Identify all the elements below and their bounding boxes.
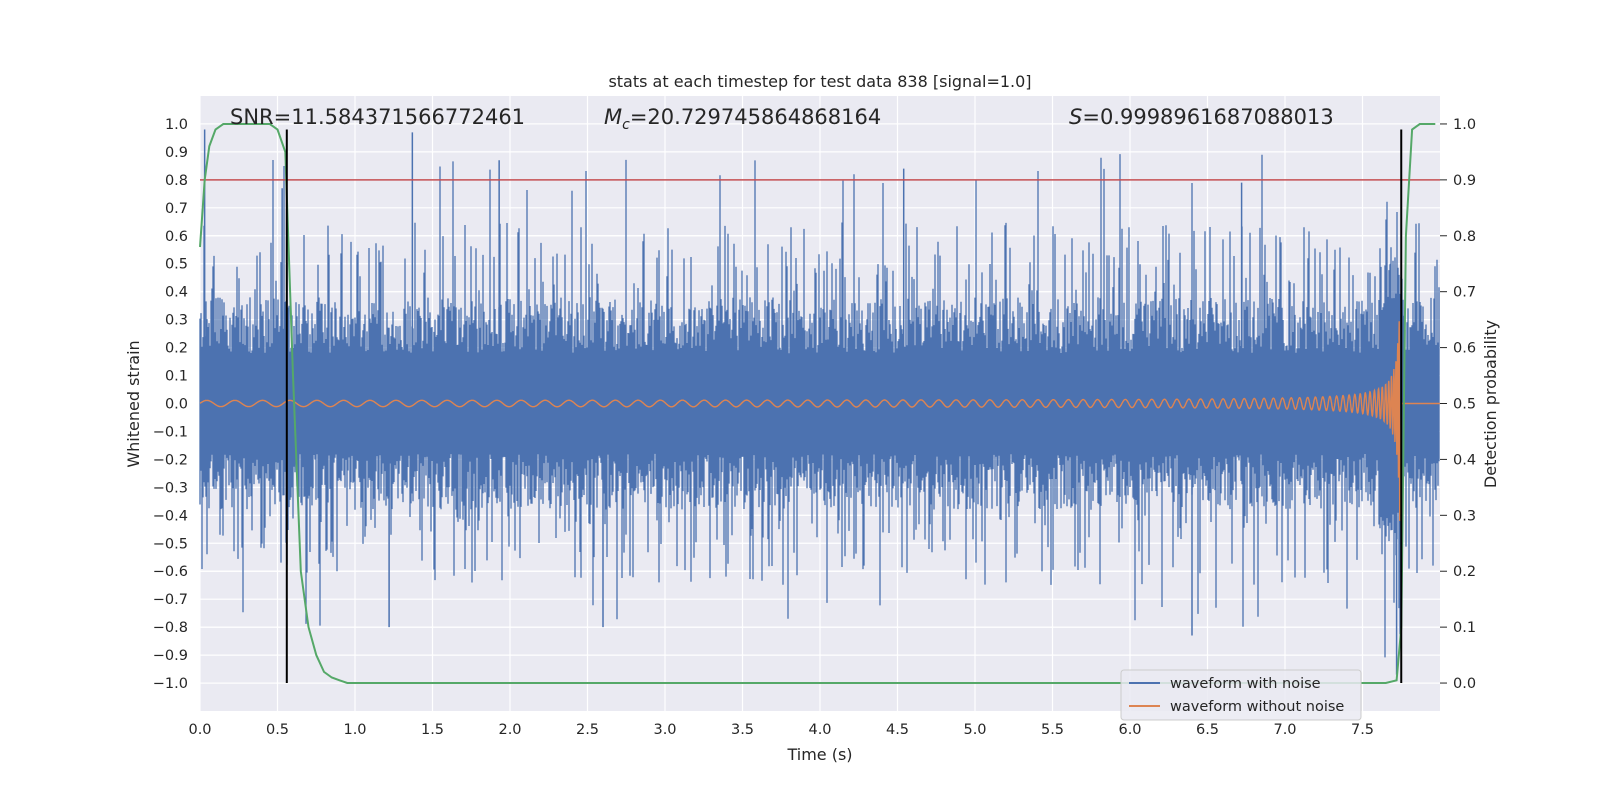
mc-value: =20.729745864868164 <box>630 105 881 129</box>
legend-box <box>1120 669 1362 721</box>
y-tick-label: 0.0 <box>165 397 188 413</box>
y2-tick-label: 0.2 <box>1453 564 1476 580</box>
y-tick-label: −0.6 <box>153 564 188 580</box>
detection-probability-series <box>199 123 1436 684</box>
y-tick-label: 0.1 <box>165 369 188 385</box>
y2-tick-label: 0.0 <box>1453 676 1476 692</box>
plot-area <box>199 123 1440 684</box>
y-tick-label: −0.1 <box>153 424 188 440</box>
y-tick-label: −0.9 <box>153 648 188 664</box>
y2-tick-label: 0.8 <box>1453 229 1476 245</box>
y2-tick-label: 0.4 <box>1453 452 1476 468</box>
x-tick-label: 4.5 <box>886 722 909 738</box>
x-tick-label: 2.5 <box>576 722 599 738</box>
y2-axis-label: Detection probability <box>1481 320 1500 488</box>
x-tick-label: 6.0 <box>1118 722 1141 738</box>
x-tick-label: 2.0 <box>498 722 521 738</box>
y2-tick-label: 0.7 <box>1453 285 1476 301</box>
y2-tick-label: 0.5 <box>1453 397 1476 413</box>
x-tick-label: 5.0 <box>963 722 986 738</box>
y-tick-label: 0.7 <box>165 201 188 217</box>
y-tick-label: −0.3 <box>153 480 188 496</box>
legend-label-noise: waveform with noise <box>1170 676 1321 692</box>
y-axis-label: Whitened strain <box>124 340 143 467</box>
y-tick-label: 0.6 <box>165 229 188 245</box>
snr-annotation: SNR=11.584371566772461 <box>230 105 525 129</box>
x-axis-label: Time (s) <box>786 745 852 764</box>
score-annotation: S=0.9998961687088013 <box>1069 105 1334 129</box>
legend-label-clean: waveform without noise <box>1170 699 1344 715</box>
y2-tick-label: 1.0 <box>1453 117 1476 133</box>
y2-tick-label: 0.9 <box>1453 173 1476 189</box>
mc-subscript: c <box>622 117 630 133</box>
x-tick-label: 3.5 <box>731 722 754 738</box>
y-tick-label: 0.4 <box>165 285 188 301</box>
y2-tick-label: 0.6 <box>1453 341 1476 357</box>
x-tick-label: 5.5 <box>1041 722 1064 738</box>
legend: waveform with noise waveform without noi… <box>1120 669 1362 721</box>
x-tick-label: 4.0 <box>808 722 831 738</box>
y-tick-label: −0.7 <box>153 592 188 608</box>
y-tick-label: 1.0 <box>165 117 188 133</box>
y-tick-label: −0.4 <box>153 508 188 524</box>
axes: 0.0 0.5 1.0 1.5 2.0 2.5 3.0 3.5 4.0 4.5 5.0 5.5 6.0 6… <box>153 117 1476 738</box>
y-tick-label: 0.5 <box>165 257 188 273</box>
y2-tick-label: 0.1 <box>1453 620 1476 636</box>
y-tick-label: 0.2 <box>165 341 188 357</box>
y-tick-label: 0.3 <box>165 313 188 329</box>
x-tick-label: 3.0 <box>653 722 676 738</box>
x-tick-label: 6.5 <box>1196 722 1219 738</box>
y-tick-label: 0.9 <box>165 145 188 161</box>
clean-waveform-series <box>199 321 1440 521</box>
chart-title: stats at each timestep for test data 838… <box>608 72 1031 91</box>
x-tick-label: 7.0 <box>1273 722 1296 738</box>
s-symbol: S <box>1069 105 1082 129</box>
y-tick-label: −1.0 <box>153 676 188 692</box>
y-tick-label: −0.8 <box>153 620 188 636</box>
y-tick-label: 0.8 <box>165 173 188 189</box>
s-value: =0.9998961687088013 <box>1082 105 1333 129</box>
x-tick-label: 0.0 <box>188 722 211 738</box>
y2-tick-label: 0.3 <box>1453 508 1476 524</box>
y-tick-label: −0.5 <box>153 536 188 552</box>
y-tick-label: −0.2 <box>153 452 188 468</box>
x-tick-label: 1.0 <box>343 722 366 738</box>
x-tick-label: 1.5 <box>421 722 444 738</box>
mc-symbol: M <box>604 105 622 129</box>
x-tick-label: 7.5 <box>1351 722 1374 738</box>
x-tick-label: 0.5 <box>266 722 289 738</box>
chirp-mass-annotation: Mc=20.729745864868164 <box>604 105 881 133</box>
